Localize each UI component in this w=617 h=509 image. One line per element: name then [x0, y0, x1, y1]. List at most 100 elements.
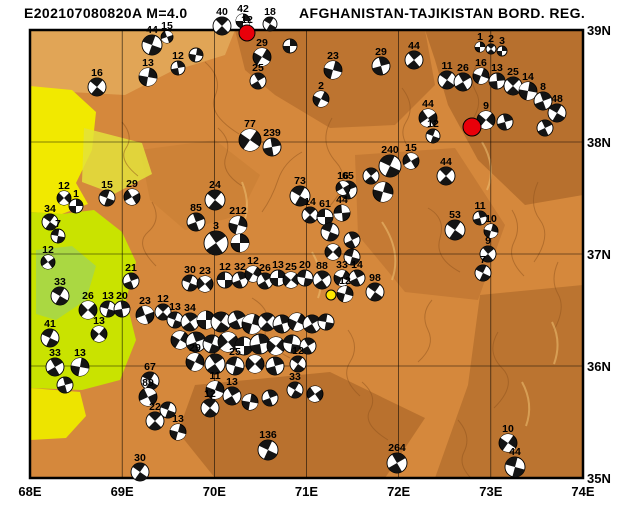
- depth-label: 2: [318, 80, 324, 92]
- depth-label: 13: [102, 290, 114, 302]
- depth-label: 264: [388, 442, 406, 454]
- focal-mechanism: [170, 60, 186, 76]
- focal-mechanism: [185, 331, 207, 353]
- focal-mechanism: [348, 269, 366, 287]
- depth-label: 23: [327, 50, 339, 62]
- depth-label: 32: [234, 261, 246, 273]
- focal-mechanism: [372, 181, 394, 203]
- depth-label: 3: [213, 220, 219, 232]
- focal-mechanism: [203, 230, 229, 256]
- focal-mechanism: [50, 286, 70, 306]
- depth-label: 24: [209, 179, 221, 191]
- focal-mechanism: [138, 67, 158, 87]
- depth-label: 22: [149, 401, 161, 413]
- focal-mechanism: [472, 210, 488, 226]
- depth-label: 13: [272, 259, 284, 271]
- depth-label: 16: [91, 67, 103, 79]
- depth-label: 26: [259, 262, 271, 274]
- focal-mechanism: [122, 272, 140, 290]
- depth-label: 12: [339, 275, 351, 287]
- focal-mechanism: [299, 337, 317, 355]
- depth-label: 11: [441, 60, 452, 72]
- depth-label: 10: [502, 423, 514, 435]
- depth-label: 13: [93, 315, 105, 327]
- focal-mechanism: [444, 219, 466, 241]
- depth-label: 65: [342, 170, 354, 182]
- focal-mechanisms-layer: [40, 13, 567, 482]
- depth-label: 12: [247, 255, 259, 267]
- focal-mechanism: [343, 231, 361, 249]
- depth-label: 29: [189, 342, 201, 354]
- depth-label: 61: [319, 198, 331, 210]
- focal-mechanism: [87, 77, 107, 97]
- event-title: E202107080820A M=4.0: [24, 5, 188, 21]
- depth-label: 26: [82, 290, 94, 302]
- depth-label: 13: [142, 57, 154, 69]
- depth-label: 41: [44, 318, 56, 330]
- focal-mechanism: [228, 215, 248, 235]
- focal-mechanism: [123, 188, 141, 206]
- focal-mechanism: [287, 312, 307, 332]
- focal-mechanism: [56, 376, 74, 394]
- depth-label: 15: [405, 142, 417, 154]
- focal-mechanism: [476, 110, 496, 130]
- depth-label: 7: [55, 218, 61, 230]
- focal-mechanism: [154, 303, 172, 321]
- focal-mechanism: [472, 67, 490, 85]
- depth-label: 44: [336, 194, 348, 206]
- depth-label: 13: [491, 62, 503, 74]
- depth-label: 89: [142, 377, 154, 389]
- focal-mechanism: [336, 285, 354, 303]
- depth-label: 9: [483, 100, 489, 112]
- depth-label: 25: [285, 261, 297, 273]
- focal-mechanism: [210, 311, 232, 333]
- focal-mechanism: [437, 70, 457, 90]
- depth-label: 11: [209, 370, 220, 382]
- focal-mechanism: [98, 189, 116, 207]
- depth-label: 33: [54, 276, 66, 288]
- depth-label: 13: [172, 413, 184, 425]
- focal-mechanism: [312, 270, 332, 290]
- depth-label: 12: [292, 345, 304, 357]
- focal-mechanism: [485, 43, 497, 55]
- depth-label: 3: [499, 35, 505, 47]
- focal-mechanism: [200, 398, 220, 418]
- depth-label: 44: [509, 446, 521, 458]
- focal-mechanism: [504, 456, 526, 478]
- focal-mechanism: [204, 189, 226, 211]
- focal-mechanism: [365, 282, 385, 302]
- depth-label: 44: [422, 98, 434, 110]
- focal-mechanism: [50, 228, 66, 244]
- focal-mechanism: [483, 223, 499, 239]
- depth-label: 16: [337, 170, 349, 182]
- depth-label: 30: [134, 452, 146, 464]
- depth-label: 7: [480, 254, 486, 266]
- depth-label: 29: [256, 37, 268, 49]
- depth-label: 42: [237, 3, 249, 15]
- depth-label: 14: [351, 259, 363, 271]
- depth-label: 98: [369, 272, 381, 284]
- focal-mechanism: [205, 380, 225, 400]
- lon-tick-label: 73E: [479, 484, 503, 499]
- depth-label: 25: [229, 346, 241, 358]
- depth-label: 12: [219, 261, 231, 273]
- focal-mechanism: [217, 331, 239, 353]
- focal-mechanism: [317, 313, 335, 331]
- focal-mechanism: [425, 128, 441, 144]
- focal-mechanism: [169, 423, 187, 441]
- depth-label: 12: [172, 50, 184, 62]
- depth-label: 26: [457, 62, 469, 74]
- depth-label: 33: [49, 347, 61, 359]
- region-title: AFGHANISTAN-TAJIKISTAN BORD. REG.: [299, 5, 586, 21]
- focal-mechanism: [159, 401, 177, 419]
- focal-mechanism: [56, 190, 72, 206]
- depth-label: 12: [157, 293, 169, 305]
- focal-mechanism: [257, 312, 277, 332]
- depth-label: 9: [485, 235, 491, 247]
- focal-mechanism: [196, 275, 214, 293]
- focal-mechanism: [249, 72, 267, 90]
- depth-label: 14: [304, 196, 316, 208]
- focal-mechanism: [496, 113, 514, 131]
- focal-mechanism: [402, 152, 420, 170]
- lat-tick-label: 39N: [587, 23, 611, 38]
